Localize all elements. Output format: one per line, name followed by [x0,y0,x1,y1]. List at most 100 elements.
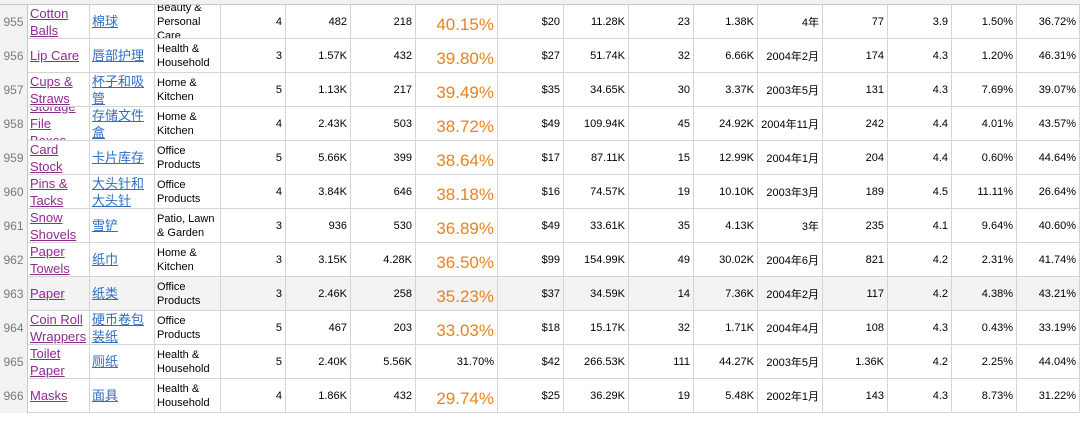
value-cell: 10.10K [694,175,758,209]
percent-cell: 40.60% [1017,209,1080,243]
percentage-cell: 35.23% [416,277,498,311]
chinese-name-link[interactable]: 硬币卷包装纸 [90,311,155,345]
row-number-header[interactable]: 957 [0,73,28,107]
percent-cell: 2.25% [952,345,1017,379]
product-name-link[interactable]: Storage File Boxes [28,107,90,141]
chinese-name-link[interactable]: 厕纸 [90,345,155,379]
product-name-link[interactable]: Paper Towels [28,243,90,277]
product-name-link[interactable]: Cups & Straws [28,73,90,107]
product-name-link[interactable]: Cotton Balls [28,5,90,39]
percent-cell: 1.20% [952,39,1017,73]
row-number-header[interactable]: 964 [0,311,28,345]
value-cell: 2.43K [286,107,351,141]
percent-cell: 43.57% [1017,107,1080,141]
price-cell: $17 [498,141,564,175]
value-cell: 19 [629,379,694,413]
row-number-header[interactable]: 962 [0,243,28,277]
chinese-name-link[interactable]: 面具 [90,379,155,413]
value-cell: 23 [629,5,694,39]
row-number-header[interactable]: 966 [0,379,28,413]
count-cell: 5 [221,73,286,107]
product-name-link[interactable]: Toilet Paper [28,345,90,379]
chinese-name-link[interactable]: 棉球 [90,5,155,39]
product-name-link[interactable]: Card Stock [28,141,90,175]
chinese-name-link[interactable]: 雪铲 [90,209,155,243]
chinese-name-link[interactable]: 杯子和吸管 [90,73,155,107]
value-cell: 217 [351,73,416,107]
table-row[interactable]: 966 Masks 面具 Health & Household 4 1.86K 432 29.… [0,379,1080,413]
table-row[interactable]: 963 Paper 纸类 Office Products 3 2.46K 258 35.23%… [0,277,1080,311]
revenue-cell: 51.74K [564,39,629,73]
row-number-header[interactable]: 956 [0,39,28,73]
price-cell: $20 [498,5,564,39]
date-cell: 2004年6月 [758,243,823,277]
chinese-name-link[interactable]: 大头针和大头针 [90,175,155,209]
price-cell: $49 [498,107,564,141]
row-number-header[interactable]: 963 [0,277,28,311]
rating-cell: 4.3 [888,73,952,107]
percent-cell: 41.74% [1017,243,1080,277]
value-cell: 189 [823,175,888,209]
table-row[interactable]: 962 Paper Towels 纸巾 Home & Kitchen 3 3.15K 4.2… [0,243,1080,277]
value-cell: 432 [351,379,416,413]
product-name-link[interactable]: Snow Shovels [28,209,90,243]
rating-cell: 4.2 [888,345,952,379]
table-row[interactable]: 961 Snow Shovels 雪铲 Patio, Lawn & Garden 3 93… [0,209,1080,243]
value-cell: 399 [351,141,416,175]
count-cell: 5 [221,345,286,379]
table-row[interactable]: 965 Toilet Paper 厕纸 Health & Household 5 2.40… [0,345,1080,379]
chinese-name-link[interactable]: 存储文件盒 [90,107,155,141]
count-cell: 3 [221,243,286,277]
table-row[interactable]: 957 Cups & Straws 杯子和吸管 Home & Kitchen 5 1.13… [0,73,1080,107]
count-cell: 3 [221,277,286,311]
row-number-header[interactable]: 961 [0,209,28,243]
count-cell: 4 [221,5,286,39]
table-row[interactable]: 956 Lip Care 唇部护理 Health & Household 3 1.57K 4… [0,39,1080,73]
date-cell: 2004年2月 [758,39,823,73]
value-cell: 3.15K [286,243,351,277]
rating-cell: 4.3 [888,311,952,345]
product-name-link[interactable]: Coin Roll Wrappers [28,311,90,345]
table-row[interactable]: 955 Cotton Balls 棉球 Beauty & Personal Care 4… [0,5,1080,39]
value-cell: 503 [351,107,416,141]
value-cell: 530 [351,209,416,243]
percentage-cell: 38.18% [416,175,498,209]
table-row[interactable]: 959 Card Stock 卡片库存 Office Products 5 5.66K 39… [0,141,1080,175]
product-name-link[interactable]: Pins & Tacks [28,175,90,209]
percent-cell: 43.21% [1017,277,1080,311]
chinese-name-link[interactable]: 纸类 [90,277,155,311]
value-cell: 5.48K [694,379,758,413]
rating-cell: 4.2 [888,277,952,311]
price-cell: $18 [498,311,564,345]
rating-cell: 3.9 [888,5,952,39]
value-cell: 4.28K [351,243,416,277]
value-cell: 218 [351,5,416,39]
chinese-name-link[interactable]: 纸巾 [90,243,155,277]
chinese-name-link[interactable]: 卡片库存 [90,141,155,175]
row-number-header[interactable]: 965 [0,345,28,379]
product-name-link[interactable]: Masks [28,379,90,413]
table-row[interactable]: 964 Coin Roll Wrappers 硬币卷包装纸 Office Produc… [0,311,1080,345]
percent-cell: 26.64% [1017,175,1080,209]
row-number-header[interactable]: 958 [0,107,28,141]
product-name-link[interactable]: Lip Care [28,39,90,73]
value-cell: 131 [823,73,888,107]
value-cell: 1.86K [286,379,351,413]
product-name-link[interactable]: Paper [28,277,90,311]
revenue-cell: 36.29K [564,379,629,413]
chinese-name-link[interactable]: 唇部护理 [90,39,155,73]
category-cell: Health & Household [155,379,221,413]
row-number-header[interactable]: 960 [0,175,28,209]
table-row[interactable]: 960 Pins & Tacks 大头针和大头针 Office Products 4 3.… [0,175,1080,209]
date-cell: 2002年1月 [758,379,823,413]
value-cell: 204 [823,141,888,175]
value-cell: 482 [286,5,351,39]
row-number-header[interactable]: 955 [0,5,28,39]
value-cell: 30.02K [694,243,758,277]
value-cell: 467 [286,311,351,345]
row-number-header[interactable]: 959 [0,141,28,175]
date-cell: 2004年4月 [758,311,823,345]
count-cell: 4 [221,175,286,209]
